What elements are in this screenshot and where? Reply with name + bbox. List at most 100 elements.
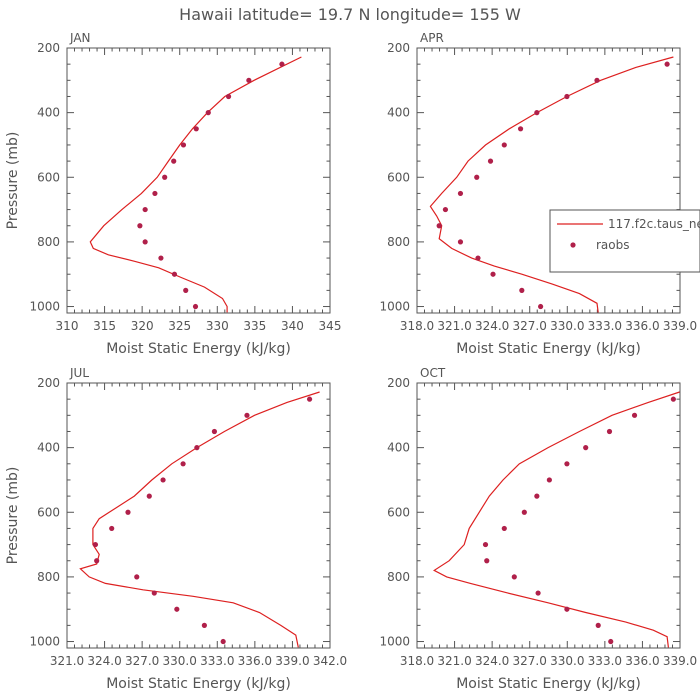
x-tick-label: 335 <box>243 319 266 333</box>
raobs-point <box>487 158 494 164</box>
plot-frame-apr <box>416 47 681 314</box>
model-line-jan <box>89 56 302 313</box>
x-tick-label: 340 <box>281 319 304 333</box>
x-tick-label: 318.0 <box>400 319 434 333</box>
legend-model-label: 117.f2c.taus_ne <box>608 217 700 231</box>
y-tick-label: 600 <box>387 170 410 184</box>
raobs-point <box>436 223 442 229</box>
raobs-point <box>244 412 250 418</box>
raobs-point <box>484 558 490 564</box>
y-tick-label: 1000 <box>379 635 410 649</box>
panel-title-jan: JAN <box>69 31 91 45</box>
x-tick-label: 330.0 <box>550 319 584 333</box>
x-tick-label: 327.0 <box>513 319 547 333</box>
raobs-point <box>564 606 570 612</box>
raobs-point <box>142 206 148 213</box>
panel-jul: JUL 321.0 324.0 327.0 330.0 333.0 336.0 339.0 34… <box>5 366 347 692</box>
raobs-point <box>564 93 570 100</box>
raobs-point <box>306 396 313 402</box>
panel-title-jul: JUL <box>69 366 89 380</box>
x-tick-label: 333.0 <box>588 319 622 333</box>
raobs-point <box>546 477 552 483</box>
raobs-point <box>174 606 180 612</box>
legend-raobs-marker <box>570 242 576 248</box>
raobs-point <box>521 509 527 515</box>
legend-box <box>549 209 700 273</box>
raobs-point <box>457 190 464 197</box>
x-tick-label: 336.0 <box>238 654 272 668</box>
x-tick-label: 315 <box>93 319 116 333</box>
raobs-point <box>564 461 570 467</box>
raobs-point <box>125 509 131 515</box>
y-axis-label: Pressure (mb) <box>5 467 21 565</box>
raobs-point <box>152 190 158 197</box>
raobs-point <box>180 461 186 467</box>
raobs-point <box>193 126 199 132</box>
raobs-point <box>211 428 218 435</box>
raobs-point <box>192 303 199 310</box>
panel-jan: JAN 310 315 320 325 330 335 340 345 200 400 600 800 1… <box>5 31 341 357</box>
plot-frame-jan <box>66 47 331 314</box>
y-tick-label: 800 <box>37 235 60 249</box>
y-tick-label: 400 <box>387 106 410 120</box>
x-tick-label: 339.0 <box>663 319 697 333</box>
legend-raobs-label: raobs <box>596 238 630 252</box>
raobs-point <box>608 638 614 645</box>
figure-title: Hawaii latitude= 19.7 N longitude= 155 W <box>179 5 521 24</box>
x-axis-label: Moist Static Energy (kJ/kg) <box>106 676 291 692</box>
panel-apr: APR 318.0 321.0 324.0 327.0 330.0 333.0 336.0 33… <box>379 31 697 357</box>
x-tick-label: 324.0 <box>87 654 121 668</box>
raobs-point <box>490 271 496 277</box>
x-axis-label: Moist Static Energy (kJ/kg) <box>456 676 641 692</box>
panel-title-apr: APR <box>420 31 444 45</box>
raobs-point <box>583 445 589 451</box>
raobs-point <box>501 525 507 532</box>
x-tick-label: 336.0 <box>625 319 659 333</box>
x-tick-label: 324.0 <box>475 319 509 333</box>
x-tick-label: 333.0 <box>588 654 622 668</box>
model-line-jul <box>79 391 320 648</box>
x-tick-label: 321.0 <box>437 319 471 333</box>
y-axis-label: Pressure (mb) <box>5 132 21 230</box>
raobs-point <box>594 77 600 83</box>
x-tick-label: 327.0 <box>513 654 547 668</box>
y-tick-label: 1000 <box>379 300 410 314</box>
raobs-point <box>517 126 524 132</box>
y-tick-label: 200 <box>37 376 60 390</box>
x-tick-label: 339.0 <box>663 654 697 668</box>
raobs-point <box>279 61 285 67</box>
x-axis-label: Moist Static Energy (kJ/kg) <box>456 341 641 357</box>
raobs-point <box>631 412 638 418</box>
x-tick-label: 310 <box>56 319 79 333</box>
y-tick-label: 600 <box>37 170 60 184</box>
y-tick-label: 400 <box>387 441 410 455</box>
raobs-point <box>606 428 613 435</box>
raobs-point <box>534 110 540 116</box>
raobs-point <box>664 61 670 67</box>
model-line-oct <box>433 391 680 648</box>
x-tick-label: 320 <box>131 319 154 333</box>
x-tick-label: 336.0 <box>625 654 659 668</box>
y-tick-label: 200 <box>37 41 60 55</box>
raobs-point <box>501 142 507 148</box>
raobs-point <box>94 558 100 564</box>
raobs-point <box>134 574 140 580</box>
raobs-point <box>519 287 525 293</box>
x-tick-label: 324.0 <box>475 654 509 668</box>
x-tick-label: 321.0 <box>437 654 471 668</box>
raobs-point <box>201 622 207 628</box>
raobs-point <box>160 477 166 483</box>
y-tick-label: 800 <box>387 570 410 584</box>
y-tick-label: 400 <box>37 106 60 120</box>
raobs-point <box>171 158 177 164</box>
x-tick-label: 330.0 <box>550 654 584 668</box>
raobs-point <box>442 206 449 213</box>
x-tick-label: 333.0 <box>200 654 234 668</box>
x-tick-label: 325 <box>168 319 191 333</box>
raobs-point <box>670 396 676 402</box>
raobs-point <box>142 239 148 245</box>
y-tick-label: 600 <box>387 505 410 519</box>
x-tick-label: 345 <box>319 319 342 333</box>
raobs-point <box>171 271 178 277</box>
